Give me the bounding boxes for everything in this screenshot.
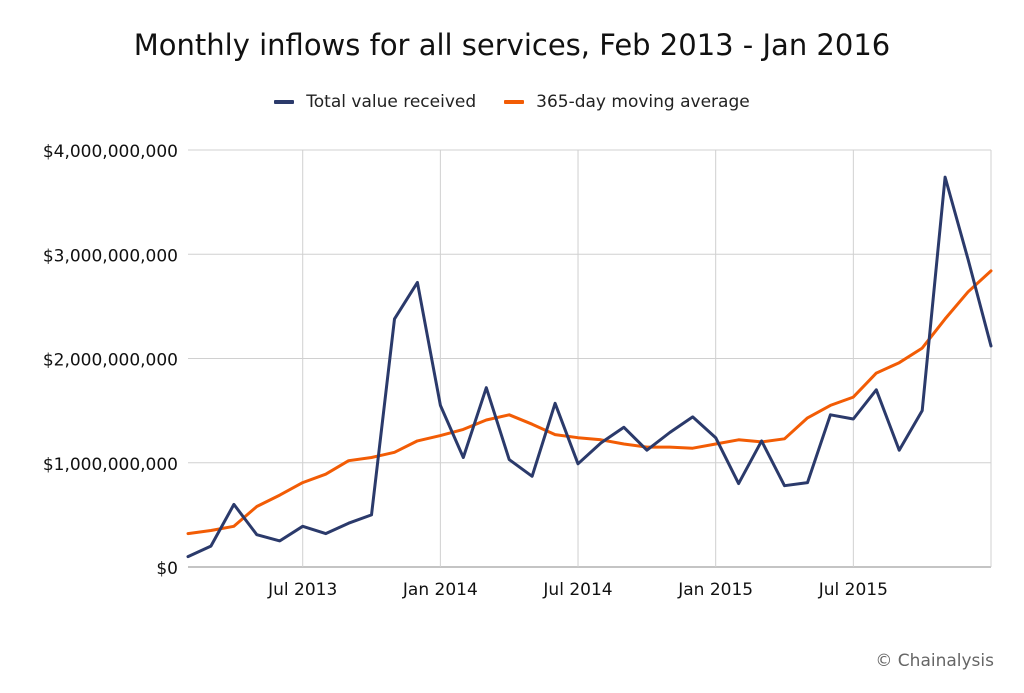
x-tick-label: Jul 2015: [818, 580, 888, 600]
x-tick-label: Jan 2015: [677, 580, 753, 600]
series-line-total-value: [186, 175, 993, 559]
legend-label-total: Total value received: [306, 92, 477, 112]
series-line-moving-average: [186, 269, 993, 536]
x-tick-label: Jul 2013: [267, 580, 337, 600]
legend-label-moving-average: 365-day moving average: [536, 92, 750, 112]
credit-text: © Chainalysis: [875, 651, 994, 671]
legend-swatch-total: [274, 100, 295, 104]
y-tick-label: $1,000,000,000: [43, 455, 178, 475]
x-tick-label: Jan 2014: [402, 580, 478, 600]
chart-legend: Total value received 365-day moving aver…: [0, 92, 1024, 112]
legend-swatch-moving-average: [504, 100, 525, 104]
legend-item-moving-average: 365-day moving average: [504, 92, 750, 112]
y-tick-label: $0: [156, 559, 178, 579]
y-tick-label: $2,000,000,000: [43, 351, 178, 371]
chart-title: Monthly inflows for all services, Feb 20…: [133, 28, 891, 62]
y-tick-label: $4,000,000,000: [43, 142, 178, 162]
legend-item-total: Total value received: [274, 92, 476, 112]
y-tick-label: $3,000,000,000: [43, 246, 178, 266]
x-tick-label: Jul 2014: [542, 580, 612, 600]
